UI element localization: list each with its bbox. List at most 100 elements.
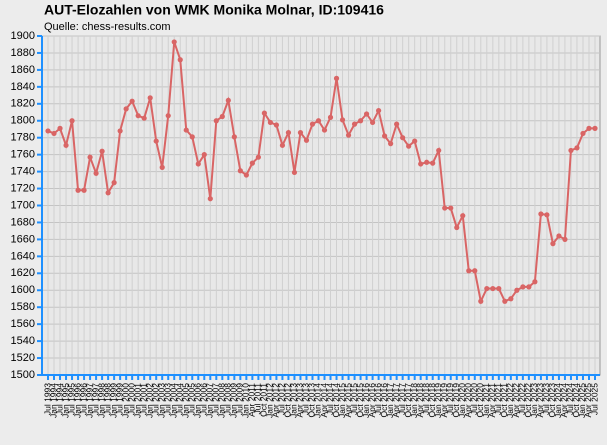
x-tick-label: Apr 2015 — [343, 383, 353, 418]
x-tick-label: Jul 2018 — [421, 383, 431, 415]
data-point — [592, 125, 598, 131]
x-tick-label: Jan 1994 — [48, 383, 58, 418]
y-tick-label: 1740 — [11, 166, 35, 178]
x-tick-label: Jan 2023 — [529, 383, 539, 418]
y-tick-label: 1560 — [11, 318, 35, 330]
data-point — [87, 154, 93, 160]
x-tick-label: Jul 1999 — [114, 383, 124, 415]
x-tick-label: Oct 2015 — [355, 383, 365, 418]
data-point — [382, 133, 388, 139]
chart-title: AUT-Elozahlen von WMK Monika Molnar, ID:… — [44, 2, 384, 18]
data-point — [333, 75, 340, 81]
x-tick-label: Jan 2017 — [385, 383, 395, 418]
x-tick-label: Apr 2018 — [415, 383, 425, 418]
data-point — [412, 138, 418, 144]
x-tick-label: Jan 2022 — [505, 383, 515, 418]
data-point — [153, 138, 159, 144]
data-point — [129, 98, 135, 104]
x-tick-label: Jul 1997 — [90, 383, 100, 415]
data-point — [418, 161, 424, 167]
data-point — [99, 148, 105, 154]
x-tick-label: Oct 2011 — [259, 383, 269, 417]
y-tick-label: 1520 — [11, 352, 35, 364]
x-tick-label: Apr 2012 — [271, 383, 281, 418]
data-point — [63, 142, 69, 148]
y-tick-label: 1760 — [11, 149, 35, 161]
x-tick-label: Jul 2023 — [541, 383, 551, 415]
data-point — [291, 169, 298, 176]
data-point — [261, 110, 267, 116]
data-point — [327, 114, 334, 120]
x-tick-label: Jan 2000 — [120, 383, 130, 418]
data-point — [544, 212, 550, 218]
x-tick-label: Jan 2001 — [132, 383, 142, 418]
x-tick-label: Apr 2025 — [583, 383, 593, 418]
data-point — [123, 106, 129, 112]
x-tick-label: Apr 2013 — [295, 383, 305, 418]
x-tick-label: Jul 2002 — [150, 383, 160, 415]
x-tick-label: Jan 2005 — [181, 383, 191, 418]
data-point — [369, 119, 376, 126]
data-point — [207, 196, 213, 202]
y-tick-label: 1800 — [11, 115, 35, 127]
data-point — [171, 39, 177, 45]
data-point — [490, 285, 496, 292]
data-point — [45, 128, 51, 134]
data-point — [514, 287, 520, 293]
data-point — [478, 298, 484, 304]
data-point — [165, 113, 171, 119]
data-point — [442, 205, 448, 211]
data-point — [556, 233, 562, 239]
x-tick-label: Jul 1996 — [78, 383, 88, 415]
data-point — [183, 127, 189, 133]
data-point — [339, 117, 346, 123]
y-tick-label: 1620 — [11, 267, 35, 279]
x-tick-label: Jan 2007 — [205, 383, 215, 418]
x-tick-label: Jan 1997 — [84, 383, 94, 418]
data-point — [526, 284, 532, 290]
x-tick-label: Jan 2008 — [217, 383, 227, 418]
x-tick-label: Oct 2021 — [499, 383, 509, 418]
data-point — [273, 122, 280, 128]
x-tick-label: Oct 2020 — [475, 383, 485, 418]
x-tick-label: Jan 2010 — [241, 383, 251, 418]
data-point — [502, 298, 508, 304]
data-point — [69, 118, 75, 124]
y-tick-label: 1580 — [11, 301, 35, 313]
x-tick-label: Oct 2013 — [307, 383, 317, 418]
data-point — [376, 107, 382, 114]
data-point — [219, 113, 225, 120]
data-point — [568, 147, 574, 154]
x-tick-label: Jul 2001 — [138, 383, 148, 415]
data-point — [75, 187, 81, 193]
data-point — [472, 268, 478, 274]
x-tick-label: Apr 2016 — [367, 383, 377, 418]
chart-subtitle: Quelle: chess-results.com — [44, 21, 171, 33]
x-tick-label: Oct 2012 — [283, 383, 293, 418]
x-tick-label: Jan 1996 — [72, 383, 82, 418]
x-tick-label: Jul 2021 — [493, 383, 503, 415]
x-tick-label: Jul 1995 — [66, 383, 76, 415]
y-tick-label: 1720 — [11, 182, 35, 194]
data-point — [279, 142, 286, 148]
x-tick-label: Oct 2014 — [331, 383, 341, 418]
data-point — [496, 285, 502, 292]
x-tick-label: Apr 2011 — [247, 383, 257, 417]
x-tick-label: Jan 2012 — [265, 383, 275, 418]
x-tick-label: Apr 2024 — [559, 383, 569, 418]
x-tick-label: Jul 2009 — [235, 383, 245, 415]
y-tick-label: 1540 — [11, 335, 35, 347]
x-tick-label: Jul 2014 — [325, 383, 335, 415]
data-point — [454, 224, 460, 231]
x-tick-label: Jan 2019 — [433, 383, 443, 418]
x-tick-label: Jul 2007 — [211, 383, 221, 415]
data-point — [424, 159, 430, 165]
x-tick-label: Jul 2004 — [174, 383, 184, 415]
x-tick-label: Jan 2013 — [289, 383, 299, 418]
data-point — [586, 125, 592, 131]
y-tick-label: 1860 — [11, 64, 35, 76]
y-tick-label: 1680 — [11, 216, 35, 228]
x-tick-label: Oct 2018 — [427, 383, 437, 418]
y-tick-label: 1900 — [11, 30, 35, 42]
